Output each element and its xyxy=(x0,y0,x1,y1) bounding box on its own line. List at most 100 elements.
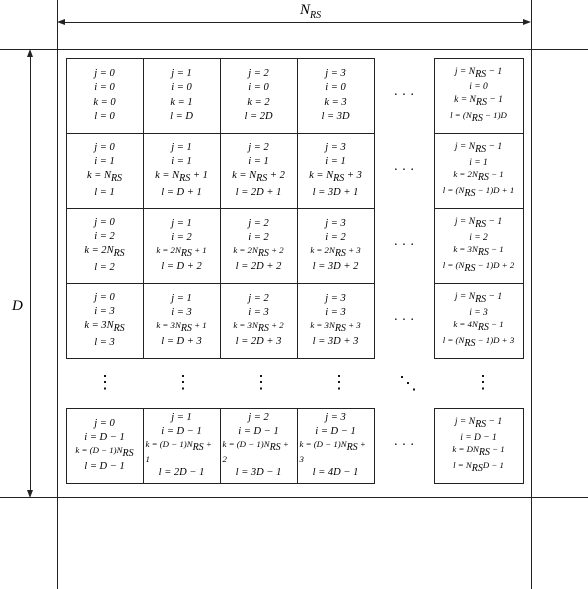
cell-line: i = 3 xyxy=(325,306,346,320)
grid-cell: j = NRS − 1i = 0k = NRS − 1l = (NRS − 1)… xyxy=(434,58,524,134)
grid-cell: j = 0i = 3k = 3NRSl = 3 xyxy=(66,283,144,359)
outer-bottom-line xyxy=(0,497,588,498)
cell-line: j = 2 xyxy=(248,141,269,155)
cell-line: l = 3D + 1 xyxy=(313,186,359,200)
cell-line: k = 2NRS + 3 xyxy=(310,245,360,260)
diagram-canvas: NRS D j = 0i = 0k = 0l = 0j = 1i = 0k = … xyxy=(0,0,588,589)
h-ellipsis: · · · xyxy=(374,208,434,283)
grid-cell: j = 3i = 2k = 2NRS + 3l = 3D + 2 xyxy=(297,208,375,284)
cell-line: j = NRS − 1 xyxy=(455,216,502,231)
left-arrow-down xyxy=(27,490,33,498)
cell-line: k = 2NRS − 1 xyxy=(453,169,503,184)
cell-line: k = NRS + 2 xyxy=(232,169,285,186)
cell-line: k = 3NRS + 2 xyxy=(233,320,283,335)
cell-line: l = D + 1 xyxy=(161,186,201,200)
cell-line: j = 0 xyxy=(94,291,115,305)
cell-line: l = 2D xyxy=(244,110,272,124)
grid-cell: j = 0i = 0k = 0l = 0 xyxy=(66,58,144,134)
cell-line: i = 0 xyxy=(469,81,488,94)
cell-line: j = 2 xyxy=(248,67,269,81)
v-ellipsis-row: ⋮⋮⋮⋮⋱⋮ xyxy=(66,358,566,408)
cell-line: i = 0 xyxy=(94,81,115,95)
grid-cell: j = 2i = 2k = 2NRS + 2l = 2D + 2 xyxy=(220,208,298,284)
outer-left-line xyxy=(57,0,58,589)
outer-right-line xyxy=(531,0,532,589)
cell-line: l = 3D + 3 xyxy=(313,335,359,349)
grid-cell: j = 3i = 0k = 3l = 3D xyxy=(297,58,375,134)
cell-line: k = 2NRS + 2 xyxy=(233,245,283,260)
h-ellipsis: · · · xyxy=(374,408,434,483)
cell-line: l = (NRS − 1)D xyxy=(450,110,507,125)
cell-line: l = 3D + 2 xyxy=(313,260,359,274)
left-arrow-shaft xyxy=(30,55,31,491)
cell-line: k = 2 xyxy=(247,96,269,110)
cell-line: l = D + 2 xyxy=(161,260,201,274)
cell-line: i = 1 xyxy=(325,155,346,169)
v-ellipsis: ⋮ xyxy=(300,358,378,408)
grid-row: j = 0i = 1k = NRSl = 1j = 1i = 1k = NRS … xyxy=(66,133,566,208)
cell-line: k = NRS + 3 xyxy=(309,169,362,186)
cell-line: j = 0 xyxy=(94,67,115,81)
cell-line: j = 1 xyxy=(171,411,192,425)
cell-line: k = NRS − 1 xyxy=(454,94,503,109)
cell-line: j = 3 xyxy=(325,217,346,231)
grid-cell: j = NRS − 1i = D − 1k = DNRS − 1l = NRSD… xyxy=(434,408,524,484)
cell-line: l = 2D + 2 xyxy=(236,260,282,274)
left-arrow-up xyxy=(27,49,33,57)
cell-line: l = (NRS − 1)D + 3 xyxy=(443,335,514,350)
cell-line: l = (NRS − 1)D + 2 xyxy=(443,260,514,275)
grid-cell: j = 3i = 3k = 3NRS + 3l = 3D + 3 xyxy=(297,283,375,359)
grid-cell: j = 3i = D − 1k = (D − 1)NRS + 3l = 4D −… xyxy=(297,408,375,484)
cell-line: i = 1 xyxy=(94,155,115,169)
cell-line: j = 3 xyxy=(325,292,346,306)
top-arrow-right xyxy=(523,19,531,25)
cell-line: l = 4D − 1 xyxy=(313,466,359,480)
cell-line: k = 2NRS xyxy=(84,244,124,261)
cell-line: j = 3 xyxy=(325,141,346,155)
grid-cell: j = 2i = 3k = 3NRS + 2l = 2D + 3 xyxy=(220,283,298,359)
cell-line: j = NRS − 1 xyxy=(455,291,502,306)
cell-line: l = 1 xyxy=(94,186,115,200)
cell-line: k = 3 xyxy=(324,96,346,110)
cell-line: i = 3 xyxy=(469,307,488,320)
cell-line: l = 2D − 1 xyxy=(159,466,205,480)
grid-row: j = 0i = 2k = 2NRSl = 2j = 1i = 2k = 2NR… xyxy=(66,208,566,283)
grid-cell: j = NRS − 1i = 2k = 3NRS − 1l = (NRS − 1… xyxy=(434,208,524,284)
cell-line: i = 2 xyxy=(325,231,346,245)
grid-cell: j = 1i = 0k = 1l = D xyxy=(143,58,221,134)
cell-line: i = D − 1 xyxy=(315,425,355,439)
cell-line: i = 3 xyxy=(94,305,115,319)
cell-line: k = 1 xyxy=(170,96,192,110)
grid-cell: j = 1i = 2k = 2NRS + 1l = D + 2 xyxy=(143,208,221,284)
cell-line: j = 1 xyxy=(171,67,192,81)
outer-top-line xyxy=(0,49,588,50)
cell-line: l = 3D xyxy=(321,110,349,124)
cell-line: j = 2 xyxy=(248,292,269,306)
grid-cell: j = 0i = D − 1k = (D − 1)NRSl = D − 1 xyxy=(66,408,144,484)
grid-cell: j = 0i = 2k = 2NRSl = 2 xyxy=(66,208,144,284)
grid-cell: j = 1i = D − 1k = (D − 1)NRS + 1l = 2D −… xyxy=(143,408,221,484)
grid-cell: j = 0i = 1k = NRSl = 1 xyxy=(66,133,144,209)
v-ellipsis: ⋮ xyxy=(438,358,528,408)
v-ellipsis: ⋮ xyxy=(222,358,300,408)
cell-line: j = NRS − 1 xyxy=(455,66,502,81)
cell-line: k = 3NRS + 3 xyxy=(310,320,360,335)
cell-line: l = D xyxy=(170,110,193,124)
cell-line: i = 3 xyxy=(171,306,192,320)
index-grid: j = 0i = 0k = 0l = 0j = 1i = 0k = 1l = D… xyxy=(66,58,566,483)
grid-row: j = 0i = 3k = 3NRSl = 3j = 1i = 3k = 3NR… xyxy=(66,283,566,358)
cell-line: i = 0 xyxy=(325,81,346,95)
grid-cell: j = 2i = 1k = NRS + 2l = 2D + 1 xyxy=(220,133,298,209)
cell-line: i = 3 xyxy=(248,306,269,320)
grid-cell: j = 3i = 1k = NRS + 3l = 3D + 1 xyxy=(297,133,375,209)
cell-line: k = (D − 1)NRS + 3 xyxy=(300,439,372,466)
grid-cell: j = 2i = D − 1k = (D − 1)NRS + 2l = 3D −… xyxy=(220,408,298,484)
top-arrow-shaft xyxy=(63,22,525,23)
cell-line: j = 0 xyxy=(94,141,115,155)
cell-line: k = NRS xyxy=(87,169,122,186)
cell-line: k = 4NRS − 1 xyxy=(453,319,503,334)
h-ellipsis: · · · xyxy=(374,133,434,208)
cell-line: j = 2 xyxy=(248,411,269,425)
top-axis-label: NRS xyxy=(300,2,321,21)
grid-cell: j = 1i = 3k = 3NRS + 1l = D + 3 xyxy=(143,283,221,359)
